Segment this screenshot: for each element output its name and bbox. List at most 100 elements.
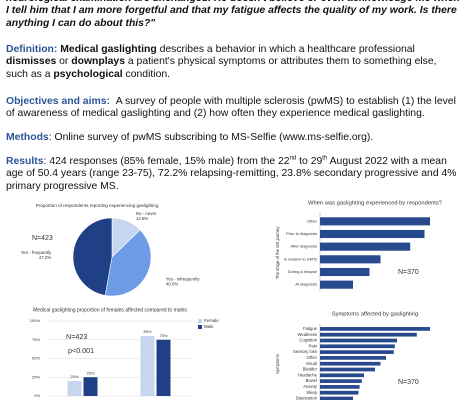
y-tick-label: Fatigue [303, 326, 318, 331]
y-tick-label: Pain [309, 343, 318, 348]
bar [320, 367, 375, 372]
value-label: 20% [70, 374, 78, 379]
y-tick-label: Anxiety [303, 384, 318, 389]
y-tick-label: 75% [32, 337, 40, 342]
bar [320, 350, 394, 354]
objectives-label: Objectives and aims: [6, 96, 110, 107]
bar [320, 385, 360, 389]
text: Medical gaslighting [60, 44, 157, 55]
y-tick-label: At diagnosis [295, 282, 317, 287]
text: August 2022 with a mean age of 50.4 year… [6, 156, 457, 192]
text: dismisses [6, 56, 57, 68]
text: : 424 responses (85% female, 15% male) f… [43, 156, 290, 167]
bar [320, 361, 381, 366]
slice-value-label: 12.8% [136, 216, 149, 221]
chart-title: Proportion of respondents reporting expe… [36, 203, 159, 208]
text: psychological [53, 68, 123, 80]
y-tick-label: Bowel [306, 378, 317, 383]
text: th [322, 155, 328, 162]
slice-label: No - never [136, 211, 157, 216]
methods-label: Methods [6, 132, 49, 143]
y-tick-label: Cognition [299, 338, 317, 343]
y-tick-label: Other [307, 218, 318, 223]
legend-swatch [198, 319, 202, 323]
annotation: N=423 [32, 235, 53, 242]
y-axis-label: Symptoms [275, 354, 280, 374]
text: or [56, 56, 72, 68]
chart-title: When was gaslighting experienced by resp… [308, 201, 443, 207]
bar [320, 379, 362, 383]
bar [67, 381, 82, 396]
chart-title: Medical gaslighting proportion of female… [33, 307, 187, 313]
bar [140, 336, 155, 396]
legend-label: Male [204, 324, 214, 329]
slice-value-label: 47.2% [39, 255, 52, 260]
bar [320, 396, 353, 400]
slice-label: Yes - frequently [21, 250, 52, 255]
legend-label: Female [204, 318, 219, 323]
results-label: Results [6, 156, 44, 167]
y-tick-label: Sleep [306, 390, 317, 395]
bar [320, 390, 359, 395]
bar-chart: When was gaslighting experienced by resp… [275, 201, 443, 291]
pie-chart: Proportion of respondents reporting expe… [21, 203, 201, 297]
y-tick-label: 100% [30, 318, 41, 323]
bar [320, 267, 370, 277]
bar-chart: Medical gaslighting proportion of female… [30, 307, 219, 398]
bar [320, 242, 411, 251]
methods: Methods: Online survey of pwMS subscribi… [6, 132, 461, 144]
bar [320, 327, 430, 331]
y-axis-label: The stage of the MS journey [275, 226, 280, 280]
y-tick-label: Visual [306, 361, 317, 366]
y-tick-label: Bladder [303, 367, 318, 372]
bar [320, 255, 381, 264]
value-label: 75% [159, 333, 167, 338]
value-label: 80% [143, 329, 151, 334]
y-tick-label: Sensory loss [293, 349, 317, 354]
bar [320, 217, 430, 226]
bar [320, 280, 353, 289]
y-tick-label: In relation to DMTs [284, 256, 317, 261]
annotation: p<0.001 [68, 346, 94, 355]
text: describes a behavior in which a healthca… [156, 44, 415, 55]
y-tick-label: 25% [32, 374, 40, 379]
y-tick-label: After diagnosis [291, 244, 317, 249]
y-tick-label: During a relapse [288, 269, 318, 274]
text: downplays [71, 56, 125, 68]
y-tick-label: Depression [296, 396, 318, 400]
bar [320, 229, 425, 239]
text: nd [289, 155, 297, 162]
text: : Online survey of pwMS subscribing to M… [48, 132, 374, 143]
definition: Definition: Medical gaslighting describe… [6, 44, 461, 81]
pie-slice [72, 217, 113, 296]
annotation: N=370 [398, 269, 419, 276]
y-tick-label: Other [307, 355, 318, 360]
y-tick-label: Weakness [298, 332, 317, 337]
value-label: 25% [86, 370, 94, 375]
chart-title: Symptoms affected by gaslighting [332, 312, 419, 318]
bar [320, 373, 364, 378]
y-tick-label: 50% [32, 356, 40, 361]
bar [156, 339, 171, 396]
bar [83, 377, 98, 396]
objectives: Objectives and aims: A survey of people … [6, 96, 461, 121]
bar-chart: Symptoms affected by gaslighting Symptoms… [275, 312, 430, 400]
text: condition. [122, 68, 171, 80]
definition-label: Definition: [6, 44, 58, 55]
y-tick-label: Prior to diagnosis [286, 231, 317, 236]
legend-swatch [198, 325, 202, 329]
results: Results: 424 responses (85% female, 15% … [6, 156, 461, 193]
bar [320, 356, 386, 360]
slice-label: Yes - infrequently [166, 276, 201, 281]
quote: neurological examination are unchanged. … [6, 0, 460, 29]
bar [320, 344, 395, 349]
y-tick-label: 0% [34, 393, 40, 398]
y-tick-label: Headache [298, 372, 318, 377]
pie-slice [104, 229, 152, 297]
bar [320, 338, 397, 343]
bar [320, 332, 417, 337]
text: to 29 [296, 156, 323, 167]
text: a patient's physical symptoms or attribu… [6, 56, 437, 80]
slice-value-label: 40.0% [166, 281, 179, 286]
